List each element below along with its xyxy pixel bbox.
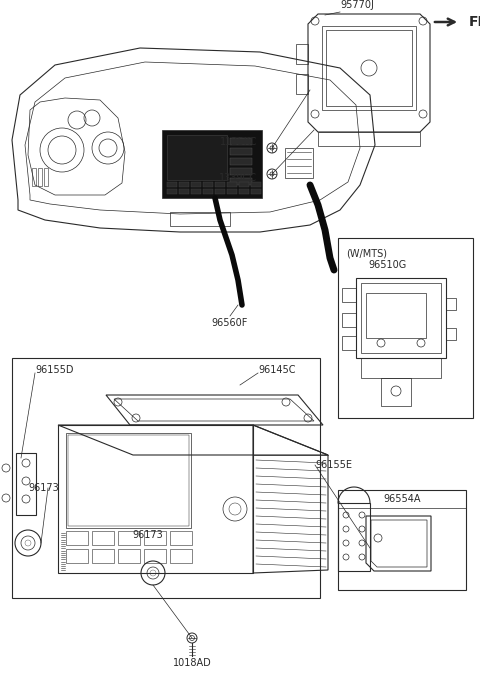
Bar bbox=[58, 425, 253, 573]
Bar bbox=[203, 189, 213, 194]
Bar bbox=[296, 74, 308, 94]
Bar bbox=[342, 336, 356, 350]
Text: 96155D: 96155D bbox=[35, 365, 73, 375]
Bar bbox=[326, 30, 412, 106]
Bar bbox=[144, 531, 166, 545]
Bar bbox=[322, 26, 416, 110]
Bar bbox=[296, 44, 308, 64]
Bar bbox=[118, 549, 140, 563]
Bar bbox=[230, 158, 252, 165]
Bar bbox=[356, 278, 446, 358]
Bar bbox=[251, 189, 261, 194]
Text: (W/MTS): (W/MTS) bbox=[346, 248, 387, 258]
Text: 96173: 96173 bbox=[28, 483, 59, 493]
Text: 95770J: 95770J bbox=[340, 0, 374, 10]
Bar bbox=[170, 549, 192, 563]
Bar bbox=[285, 148, 313, 178]
Bar bbox=[191, 189, 201, 194]
Bar bbox=[179, 182, 189, 187]
Bar bbox=[68, 435, 189, 526]
Bar bbox=[44, 168, 48, 186]
Bar bbox=[92, 531, 114, 545]
Bar bbox=[66, 549, 88, 563]
Text: FR.: FR. bbox=[469, 15, 480, 29]
Bar bbox=[230, 138, 252, 145]
Bar bbox=[227, 189, 237, 194]
Bar bbox=[342, 288, 356, 302]
Bar bbox=[239, 182, 249, 187]
Bar bbox=[318, 132, 420, 146]
Bar bbox=[32, 168, 36, 186]
Bar bbox=[12, 358, 320, 598]
Bar bbox=[230, 168, 252, 175]
Bar bbox=[361, 283, 441, 353]
Bar bbox=[38, 168, 42, 186]
Bar bbox=[162, 130, 262, 198]
Bar bbox=[446, 328, 456, 340]
Text: 1339CC: 1339CC bbox=[219, 173, 257, 183]
Text: 96155E: 96155E bbox=[315, 460, 352, 470]
Bar bbox=[361, 358, 441, 378]
Bar bbox=[215, 189, 225, 194]
Bar bbox=[215, 182, 225, 187]
Bar bbox=[144, 549, 166, 563]
Text: 96560F: 96560F bbox=[212, 318, 248, 328]
Bar bbox=[239, 189, 249, 194]
Bar bbox=[167, 135, 227, 180]
Bar bbox=[251, 182, 261, 187]
Text: 1018AD: 1018AD bbox=[173, 658, 211, 668]
Bar bbox=[338, 490, 466, 590]
Bar bbox=[230, 148, 252, 155]
Bar bbox=[230, 178, 252, 185]
Bar bbox=[203, 182, 213, 187]
Bar bbox=[92, 549, 114, 563]
Bar bbox=[66, 531, 88, 545]
Text: 1125KC: 1125KC bbox=[220, 137, 257, 147]
Text: 96554A: 96554A bbox=[383, 494, 421, 504]
Bar bbox=[338, 238, 473, 418]
Bar bbox=[366, 293, 426, 338]
Bar bbox=[191, 182, 201, 187]
Text: 96173: 96173 bbox=[132, 530, 163, 540]
Bar bbox=[118, 531, 140, 545]
Text: 96510G: 96510G bbox=[368, 260, 406, 270]
Bar bbox=[16, 453, 36, 515]
Bar bbox=[381, 378, 411, 406]
Text: 96145C: 96145C bbox=[258, 365, 296, 375]
Bar bbox=[167, 189, 177, 194]
Bar bbox=[167, 182, 177, 187]
Bar bbox=[227, 182, 237, 187]
Bar bbox=[342, 313, 356, 327]
Bar bbox=[338, 503, 370, 571]
Bar bbox=[179, 189, 189, 194]
Bar bbox=[170, 212, 230, 226]
Bar bbox=[170, 531, 192, 545]
Bar bbox=[66, 433, 191, 528]
Bar bbox=[446, 298, 456, 310]
